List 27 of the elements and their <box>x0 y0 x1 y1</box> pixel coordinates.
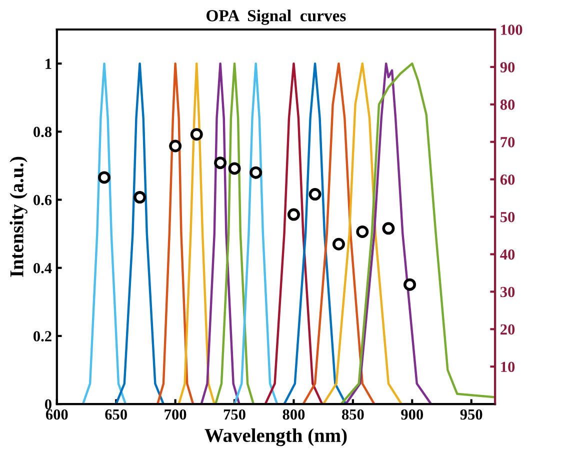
x-tick-label: 600 <box>46 409 68 420</box>
y2-tick-label: 30 <box>500 286 515 298</box>
y2-tick-label: 80 <box>500 100 515 110</box>
x-tick-label: 850 <box>342 409 364 420</box>
x-tick-label: 950 <box>460 409 482 420</box>
y-tick-label: 0.6 <box>34 194 52 206</box>
y2-tick-label: 40 <box>500 249 515 260</box>
x-tick-label: 650 <box>105 409 127 420</box>
x-axis-title: Wavelength (nm) <box>204 428 347 446</box>
y-tick-label: 0.2 <box>34 331 52 342</box>
y-tick-label: 0.4 <box>34 263 52 274</box>
x-tick-label: 900 <box>401 409 424 420</box>
y-tick-label: 1 <box>46 58 52 69</box>
y-tick-label: 0.8 <box>34 126 52 138</box>
x-tick-label: 750 <box>224 409 246 420</box>
y2-tick-label: 100 <box>501 24 522 35</box>
y2-tick-label: 90 <box>500 62 515 72</box>
y2-tick-label: 10 <box>501 362 515 372</box>
y2-tick-label: 70 <box>500 137 515 148</box>
x-tick-label: 700 <box>164 409 186 420</box>
chart-title: OPA Signal curves <box>206 10 346 25</box>
y-tick-label: 0 <box>44 399 52 410</box>
y2-tick-label: 60 <box>500 174 515 185</box>
y-axis-title: Intensity (a.u.) <box>10 156 28 277</box>
y2-tick-label: 20 <box>500 324 515 335</box>
y2-tick-label: 50 <box>500 212 515 222</box>
x-tick-label: 800 <box>282 409 305 420</box>
